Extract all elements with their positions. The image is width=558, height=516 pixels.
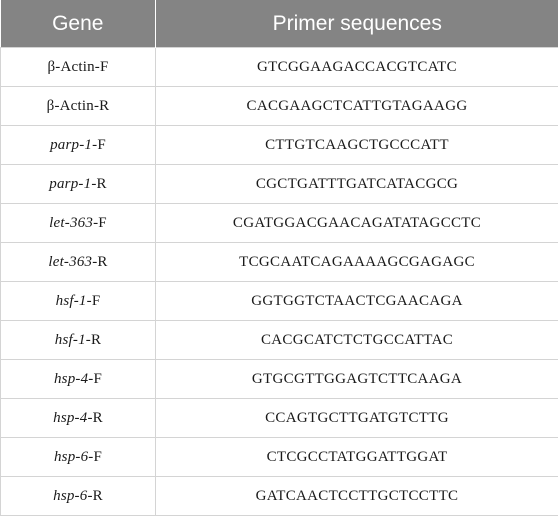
primer-sequence: CACGCATCTCTGCCATTAC bbox=[156, 321, 558, 360]
primer-sequence: CTCGCCTATGGATTGGAT bbox=[156, 438, 558, 477]
primer-sequence: CGATGGACGAACAGATATAGCCTC bbox=[156, 204, 558, 243]
gene-name: parp-1 bbox=[50, 137, 92, 153]
table-header: Gene Primer sequences bbox=[1, 0, 558, 48]
gene-name: hsf-1 bbox=[56, 293, 87, 309]
gene-cell: hsp-6-R bbox=[1, 477, 156, 516]
gene-cell: hsp-6-F bbox=[1, 438, 156, 477]
primer-sequence: CGCTGATTTGATCATACGCG bbox=[156, 165, 558, 204]
gene-name: β-Actin bbox=[47, 98, 94, 114]
gene-name: let-363 bbox=[48, 254, 92, 270]
header-row: Gene Primer sequences bbox=[1, 0, 558, 48]
gene-cell: let-363-F bbox=[1, 204, 156, 243]
primer-sequence: CCAGTGCTTGATGTCTTG bbox=[156, 399, 558, 438]
primer-direction: -F bbox=[93, 215, 107, 231]
gene-cell: parp-1-F bbox=[1, 126, 156, 165]
primer-direction: -F bbox=[88, 449, 102, 465]
primer-sequence: GTGCGTTGGAGTCTTCAAGA bbox=[156, 360, 558, 399]
primer-sequence: GGTGGTCTAACTCGAACAGA bbox=[156, 282, 558, 321]
primer-direction: -F bbox=[95, 59, 109, 75]
primer-sequence: GATCAACTCCTTGCTCCTTC bbox=[156, 477, 558, 516]
gene-name: parp-1 bbox=[49, 176, 91, 192]
primer-direction: -R bbox=[94, 98, 109, 114]
primer-direction: -F bbox=[92, 137, 106, 153]
primer-sequence: TCGCAATCAGAAAAGCGAGAGC bbox=[156, 243, 558, 282]
primer-direction: -R bbox=[91, 176, 106, 192]
primer-sequence: CTTGTCAAGCTGCCCATT bbox=[156, 126, 558, 165]
primer-direction: -R bbox=[87, 488, 102, 504]
gene-name: hsp-6 bbox=[53, 488, 87, 504]
primer-direction: -R bbox=[87, 410, 102, 426]
gene-cell: hsp-4-R bbox=[1, 399, 156, 438]
gene-cell: hsf-1-F bbox=[1, 282, 156, 321]
gene-name: let-363 bbox=[49, 215, 93, 231]
gene-cell: let-363-R bbox=[1, 243, 156, 282]
primer-direction: -F bbox=[88, 371, 102, 387]
primer-sequence: GTCGGAAGACCACGTCATC bbox=[156, 48, 558, 87]
primer-direction: -R bbox=[86, 332, 101, 348]
gene-name: hsp-4 bbox=[54, 371, 88, 387]
primer-direction: -F bbox=[87, 293, 101, 309]
gene-cell: hsp-4-F bbox=[1, 360, 156, 399]
header-primer-sequences: Primer sequences bbox=[156, 0, 558, 48]
gene-name: hsf-1 bbox=[55, 332, 86, 348]
gene-name: hsp-4 bbox=[53, 410, 87, 426]
header-gene: Gene bbox=[1, 0, 156, 48]
gene-cell: parp-1-R bbox=[1, 165, 156, 204]
gene-cell: β-Actin-R bbox=[1, 87, 156, 126]
gene-name: β-Actin bbox=[47, 59, 94, 75]
gene-cell: hsf-1-R bbox=[1, 321, 156, 360]
primer-direction: -R bbox=[92, 254, 107, 270]
primer-sequence: CACGAAGCTCATTGTAGAAGG bbox=[156, 87, 558, 126]
gene-cell: β-Actin-F bbox=[1, 48, 156, 87]
gene-name: hsp-6 bbox=[54, 449, 88, 465]
